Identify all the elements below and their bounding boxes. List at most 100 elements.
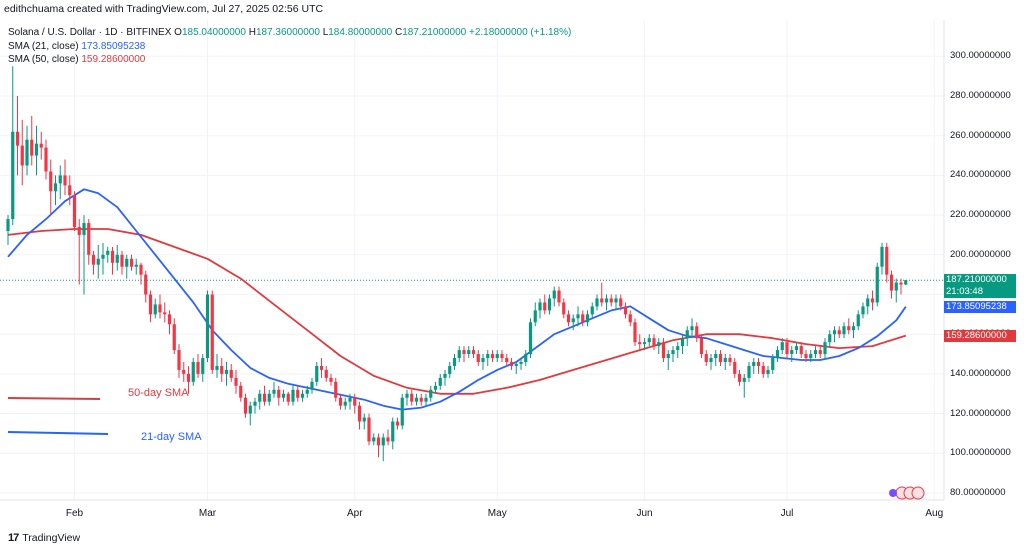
candle-body[interactable] — [134, 264, 138, 267]
candle-body[interactable] — [386, 437, 390, 442]
candle-body[interactable] — [742, 377, 746, 382]
candle-body[interactable] — [666, 354, 670, 359]
candle-body[interactable] — [281, 393, 286, 398]
candle-body[interactable] — [647, 338, 651, 343]
candle-body[interactable] — [429, 389, 433, 398]
candle-body[interactable] — [680, 338, 685, 347]
candle-body[interactable] — [53, 183, 58, 192]
candle-body[interactable] — [633, 322, 637, 343]
candle-body[interactable] — [538, 302, 542, 311]
candle-body[interactable] — [490, 354, 495, 359]
candle-body[interactable] — [277, 389, 281, 398]
candle-body[interactable] — [457, 350, 461, 359]
candle-body[interactable] — [96, 258, 100, 265]
candle-body[interactable] — [39, 143, 43, 148]
candle-body[interactable] — [861, 306, 865, 315]
candle-body[interactable] — [880, 246, 884, 267]
candle-body[interactable] — [899, 282, 903, 285]
candle-body[interactable] — [11, 131, 15, 220]
candle-body[interactable] — [144, 274, 148, 295]
candle-body[interactable] — [619, 298, 623, 307]
candle-body[interactable] — [315, 365, 319, 382]
candle-body[interactable] — [448, 365, 452, 374]
candle-body[interactable] — [220, 365, 224, 374]
candle-body[interactable] — [452, 358, 457, 366]
candle-body[interactable] — [566, 314, 571, 323]
candle-body[interactable] — [875, 266, 879, 303]
candle-body[interactable] — [120, 254, 124, 267]
candle-body[interactable] — [547, 298, 552, 311]
candle-body[interactable] — [495, 354, 499, 359]
candle-body[interactable] — [6, 219, 10, 231]
candle-body[interactable] — [519, 361, 523, 364]
candle-body[interactable] — [110, 250, 115, 263]
candle-body[interactable] — [780, 342, 784, 351]
candle-body[interactable] — [581, 314, 585, 323]
candle-body[interactable] — [847, 326, 851, 331]
candle-body[interactable] — [163, 312, 167, 315]
candle-body[interactable] — [828, 334, 832, 343]
candle-body[interactable] — [234, 377, 238, 386]
candle-body[interactable] — [324, 369, 328, 378]
candle-body[interactable] — [125, 258, 129, 267]
candle-body[interactable] — [737, 373, 742, 382]
candle-body[interactable] — [148, 294, 153, 315]
candle-body[interactable] — [481, 358, 485, 362]
candle-body[interactable] — [756, 361, 761, 366]
candle-body[interactable] — [424, 397, 428, 402]
candle-body[interactable] — [771, 358, 775, 370]
candle-body[interactable] — [305, 389, 309, 394]
candle-body[interactable] — [685, 330, 689, 339]
candle-body[interactable] — [438, 377, 442, 386]
candle-body[interactable] — [557, 290, 561, 303]
candle-body[interactable] — [49, 171, 53, 192]
candle-body[interactable] — [201, 358, 205, 374]
candle-body[interactable] — [604, 298, 609, 303]
candle-body[interactable] — [258, 393, 262, 402]
candle-body[interactable] — [623, 306, 628, 315]
candle-body[interactable] — [186, 373, 191, 382]
candle-body[interactable] — [514, 363, 518, 366]
symbol-title[interactable]: Solana / U.S. Dollar · 1D · BITFINEX — [8, 27, 172, 38]
candle-body[interactable] — [243, 397, 248, 414]
candle-body[interactable] — [657, 342, 661, 347]
candle-body[interactable] — [210, 294, 214, 370]
candle-body[interactable] — [106, 250, 110, 255]
candle-body[interactable] — [262, 393, 267, 402]
candle-body[interactable] — [433, 385, 438, 390]
candle-body[interactable] — [376, 437, 381, 446]
candle-body[interactable] — [585, 314, 590, 323]
candle-body[interactable] — [695, 326, 699, 339]
candle-body[interactable] — [642, 342, 647, 345]
candle-body[interactable] — [524, 354, 528, 362]
candle-body[interactable] — [267, 393, 271, 402]
candle-body[interactable] — [576, 314, 580, 319]
candle-body[interactable] — [410, 393, 414, 402]
candle-body[interactable] — [182, 369, 186, 374]
candle-body[interactable] — [177, 350, 181, 370]
candle-body[interactable] — [562, 302, 566, 315]
candle-body[interactable] — [300, 393, 305, 398]
candle-body[interactable] — [291, 389, 295, 402]
candle-body[interactable] — [224, 369, 229, 374]
candle-body[interactable] — [794, 346, 799, 351]
candle-body[interactable] — [343, 401, 347, 406]
candle-body[interactable] — [571, 318, 575, 323]
candle-body[interactable] — [348, 397, 352, 402]
candle-body[interactable] — [44, 147, 48, 172]
candle-body[interactable] — [296, 389, 300, 398]
candle-body[interactable] — [419, 397, 423, 402]
candle-body[interactable] — [362, 417, 366, 422]
candle-body[interactable] — [704, 354, 708, 362]
candle-body[interactable] — [329, 377, 333, 382]
candle-body[interactable] — [809, 354, 813, 359]
candle-body[interactable] — [837, 330, 841, 335]
candle-body[interactable] — [543, 302, 547, 311]
candle-body[interactable] — [101, 254, 105, 259]
candle-body[interactable] — [790, 350, 794, 355]
candle-body[interactable] — [334, 381, 338, 398]
candle-body[interactable] — [391, 421, 395, 442]
candle-body[interactable] — [885, 246, 889, 275]
candle-body[interactable] — [395, 421, 400, 426]
